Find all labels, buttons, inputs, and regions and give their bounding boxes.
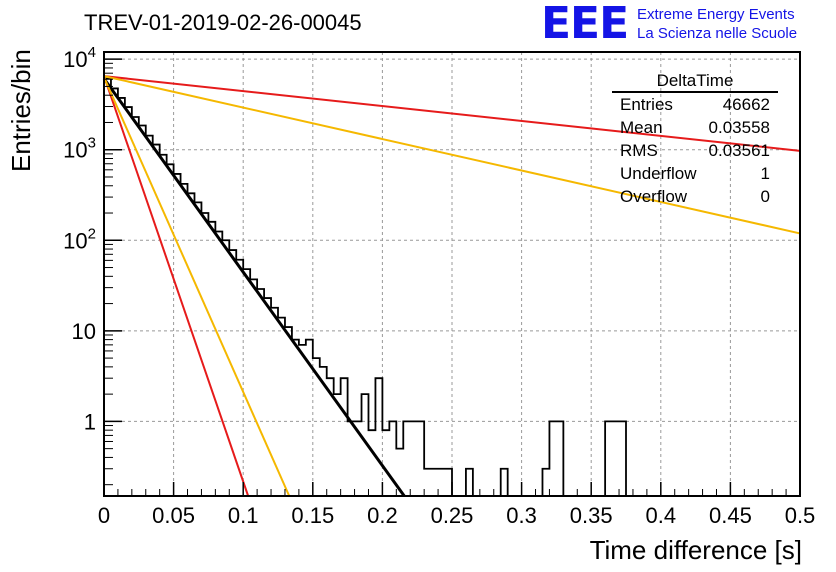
stats-label: Overflow	[620, 187, 688, 206]
stats-value: 0.03561	[708, 141, 770, 160]
x-tick-label: 0.25	[431, 503, 474, 528]
x-tick-label: 0.3	[506, 503, 537, 528]
x-tick-label: 0.4	[646, 503, 677, 528]
stats-box: DeltaTime Entries 46662 Mean 0.03558 RMS 0.…	[612, 70, 778, 208]
stats-value: 1	[760, 164, 770, 183]
stats-row-rms: RMS 0.03561	[612, 139, 778, 162]
fit-curve	[102, 77, 406, 497]
stats-row-underflow: Underflow 1	[612, 162, 778, 185]
y-axis-label: Entries/bin	[6, 49, 36, 172]
fit-curve	[103, 76, 291, 497]
x-tick-label: 0	[98, 503, 110, 528]
histogram-bars	[103, 77, 640, 497]
x-tick-label: 0.35	[570, 503, 613, 528]
y-tick-label: 102	[63, 225, 96, 253]
x-tick-label: 0.45	[709, 503, 752, 528]
stats-label: Mean	[620, 118, 663, 137]
logo-line-1: Extreme Energy Events	[637, 6, 795, 23]
fit-curve	[103, 75, 801, 235]
eee-logo: EEE	[541, 0, 629, 49]
x-tick-label: 0.5	[785, 503, 816, 528]
fit-curves	[102, 75, 801, 497]
x-tick-label: 0.15	[291, 503, 334, 528]
stats-value: 0.03558	[708, 118, 770, 137]
y-tick-label: 104	[63, 44, 96, 72]
stats-row-overflow: Overflow 0	[612, 185, 778, 208]
stats-box-title: DeltaTime	[612, 70, 778, 93]
stats-row-mean: Mean 0.03558	[612, 116, 778, 139]
stats-label: RMS	[620, 141, 658, 160]
logo-line-2: La Scienza nelle Scuole	[637, 25, 798, 42]
y-tick-label: 103	[63, 135, 96, 163]
y-tick-label: 1	[84, 409, 96, 434]
stats-value: 0	[760, 187, 770, 206]
fit-curve	[103, 75, 250, 497]
x-tick-label: 0.2	[367, 503, 398, 528]
stats-label: Underflow	[620, 164, 697, 183]
histogram-outline	[103, 77, 640, 497]
stats-value: 46662	[722, 95, 770, 114]
x-tick-label: 0.05	[152, 503, 195, 528]
stats-label: Entries	[620, 95, 673, 114]
stats-row-entries: Entries 46662	[612, 93, 778, 116]
plot-title: TREV-01-2019-02-26-00045	[84, 10, 362, 35]
fit-curve	[103, 75, 801, 152]
x-axis-label: Time difference [s]	[589, 535, 802, 565]
x-tick-label: 0.1	[228, 503, 259, 528]
axis-ticks: 0 0.05 0.1 0.15 0.2 0.25 0.3 0.35 0.4 0.45 0.51101…	[63, 44, 815, 528]
y-tick-label: 10	[72, 319, 96, 344]
